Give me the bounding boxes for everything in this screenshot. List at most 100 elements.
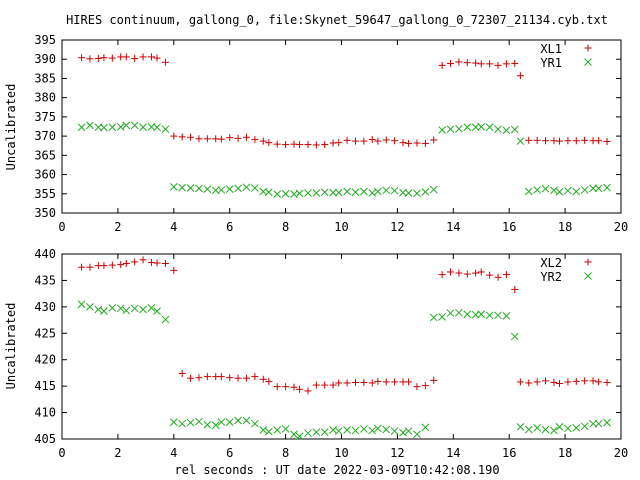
data-point-yr2 [203, 420, 212, 429]
data-point-xl2 [259, 375, 267, 383]
data-point-xl2 [86, 263, 94, 271]
legend: XL1 YR1 [540, 42, 592, 70]
x-tick-label: 10 [334, 220, 348, 234]
y-axis-label: Uncalibrated [4, 84, 18, 171]
data-point-yr1 [594, 184, 603, 193]
data-point-xl2 [511, 285, 519, 293]
x-tick-label: 4 [170, 220, 177, 234]
data-point-yr2 [360, 425, 368, 433]
x-tick-label: 10 [334, 446, 348, 460]
data-point-xl1 [321, 141, 329, 149]
data-point-xl2 [564, 378, 572, 386]
data-point-xl1 [242, 133, 250, 141]
data-point-yr2 [217, 418, 226, 426]
data-point-xl1 [234, 134, 242, 142]
x-tick-label: 20 [614, 220, 628, 234]
data-point-xl2 [360, 378, 368, 386]
data-point-yr1 [264, 188, 273, 197]
data-point-xl1 [438, 61, 446, 69]
data-point-xl1 [131, 54, 139, 62]
y-tick-label: 410 [34, 406, 56, 420]
data-point-yr2 [494, 311, 502, 320]
data-point-yr1 [122, 121, 131, 130]
data-point-xl2 [329, 381, 337, 389]
data-point-yr1 [360, 187, 368, 196]
legend-label-xl2: XL2 [540, 256, 562, 270]
data-point-xl2 [486, 271, 494, 279]
data-point-xl1 [161, 58, 169, 66]
data-point-yr1 [368, 189, 377, 197]
data-point-yr2 [594, 419, 603, 428]
data-point-xl2 [556, 380, 564, 387]
x-tick-label: 12 [390, 446, 404, 460]
data-point-yr2 [589, 419, 597, 428]
data-point-xl1 [226, 134, 234, 142]
data-point-xl1 [486, 60, 494, 68]
x-tick-label: 20 [614, 446, 628, 460]
y-tick-label: 385 [34, 71, 56, 85]
data-point-yr2 [320, 428, 329, 436]
data-point-xl2 [477, 268, 485, 276]
data-point-yr1 [116, 123, 125, 131]
y-tick-label: 375 [34, 110, 56, 124]
data-point-xl1 [477, 60, 485, 68]
data-point-xl2 [572, 377, 580, 385]
data-point-xl2 [282, 383, 290, 391]
x-tick-label: 0 [58, 220, 65, 234]
data-point-yr1 [541, 184, 550, 193]
data-point-xl1 [572, 137, 580, 145]
data-point-xl2 [603, 378, 611, 386]
y-tick-label: 415 [34, 379, 56, 393]
data-point-yr2 [413, 430, 421, 439]
data-point-xl2 [502, 271, 510, 279]
data-point-yr2 [169, 418, 178, 426]
data-point-xl1 [533, 136, 541, 144]
data-point-yr1 [516, 137, 525, 145]
data-point-xl1 [502, 60, 510, 68]
data-point-xl1 [374, 137, 382, 145]
data-point-yr1 [564, 186, 572, 195]
data-point-yr1 [510, 125, 519, 134]
data-point-yr1 [494, 125, 502, 134]
data-point-yr2 [564, 424, 572, 433]
data-point-xl1 [259, 137, 267, 145]
data-point-yr1 [312, 189, 321, 197]
data-point-xl2 [405, 378, 413, 386]
data-point-yr2 [404, 427, 413, 435]
data-point-yr1 [203, 185, 212, 194]
data-point-xl2 [131, 258, 139, 266]
data-point-xl1 [78, 54, 86, 62]
axis-ticks: 0 2 4 6 8 10 12 14 16 18 20 405 410 415 420 425 430 435 44… [34, 247, 628, 460]
data-point-yr2 [281, 425, 290, 433]
data-point-yr1 [485, 123, 494, 132]
data-point-yr2 [147, 304, 156, 312]
data-point-yr1 [413, 189, 421, 198]
data-point-xl2 [463, 270, 471, 278]
data-point-yr2 [195, 417, 203, 426]
data-point-xl2 [494, 273, 502, 281]
data-point-xl1 [399, 139, 407, 147]
x-tick-label: 4 [170, 446, 177, 460]
data-point-yr1 [463, 123, 472, 132]
data-point-yr1 [273, 190, 282, 199]
data-point-yr1 [161, 125, 170, 134]
data-point-xl1 [525, 136, 533, 144]
data-point-yr2 [541, 425, 550, 434]
data-point-xl2 [542, 377, 550, 385]
x-tick-label: 16 [502, 446, 516, 460]
x-tick-label: 12 [390, 220, 404, 234]
data-point-yr1 [382, 186, 391, 195]
data-point-yr2 [382, 425, 391, 434]
data-point-xl2 [438, 271, 446, 279]
data-point-xl2 [304, 387, 312, 395]
data-point-xl2 [343, 379, 351, 387]
data-point-yr2 [485, 311, 494, 320]
data-point-xl2 [178, 369, 186, 377]
data-point-yr2 [186, 418, 195, 427]
data-point-yr2 [108, 304, 117, 312]
data-point-xl2 [455, 269, 463, 277]
data-point-xl2 [226, 374, 234, 382]
data-point-xl2 [472, 269, 480, 277]
data-point-yr2 [438, 313, 446, 321]
